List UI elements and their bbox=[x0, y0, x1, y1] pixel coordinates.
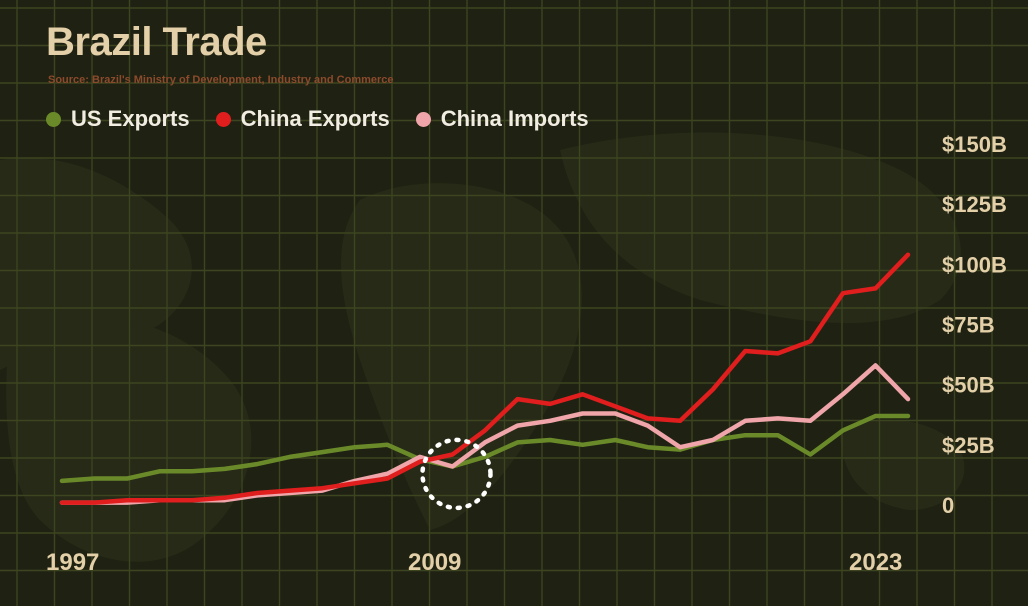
series-line-us-exports bbox=[59, 413, 911, 484]
map-shape-americas-north bbox=[0, 157, 192, 370]
legend-item-china-imports: China Imports bbox=[415, 106, 589, 132]
y-tick-label: $50B bbox=[942, 373, 995, 398]
y-tick-label: $25B bbox=[942, 433, 995, 458]
y-tick-label: $100B bbox=[942, 252, 1007, 277]
y-tick-label: $150B bbox=[942, 132, 1007, 157]
legend-label-china-imports: China Imports bbox=[440, 106, 589, 131]
x-tick-label: 2009 bbox=[408, 549, 461, 576]
y-tick-label: $75B bbox=[942, 313, 995, 338]
chart-source: Source: Brazil's Ministry of Development… bbox=[48, 74, 394, 86]
y-tick-label: $125B bbox=[942, 192, 1007, 217]
map-shape-eurasia bbox=[560, 132, 961, 324]
legend-item-china-exports: China Exports bbox=[215, 106, 390, 132]
highlight-circle-annotation bbox=[420, 437, 493, 511]
legend-dot-china-imports bbox=[415, 111, 431, 127]
x-tick-label: 2023 bbox=[849, 549, 902, 576]
legend-item-us-exports: US Exports bbox=[46, 106, 190, 132]
legend-dot-china-exports bbox=[215, 111, 231, 127]
chart-legend: US Exports China Exports China Imports bbox=[46, 106, 589, 132]
legend-label-china-exports: China Exports bbox=[240, 106, 390, 131]
x-tick-label: 1997 bbox=[46, 549, 99, 576]
chart-title: Brazil Trade bbox=[46, 20, 267, 64]
legend-label-us-exports: US Exports bbox=[71, 106, 190, 131]
series-line-china-exports bbox=[59, 252, 911, 505]
y-tick-label: 0 bbox=[942, 493, 954, 518]
map-shape-australia bbox=[840, 419, 965, 510]
legend-dot-us-exports bbox=[46, 111, 61, 127]
